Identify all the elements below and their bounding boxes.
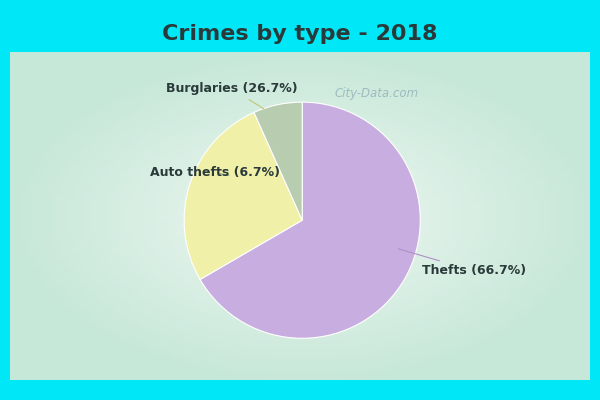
Wedge shape <box>200 102 420 338</box>
Text: Auto thefts (6.7%): Auto thefts (6.7%) <box>149 166 280 179</box>
Text: City-Data.com: City-Data.com <box>335 87 419 100</box>
Text: Crimes by type - 2018: Crimes by type - 2018 <box>162 24 438 44</box>
Wedge shape <box>184 112 302 280</box>
Text: Burglaries (26.7%): Burglaries (26.7%) <box>166 82 298 109</box>
Wedge shape <box>254 102 302 220</box>
Text: Thefts (66.7%): Thefts (66.7%) <box>398 249 526 277</box>
